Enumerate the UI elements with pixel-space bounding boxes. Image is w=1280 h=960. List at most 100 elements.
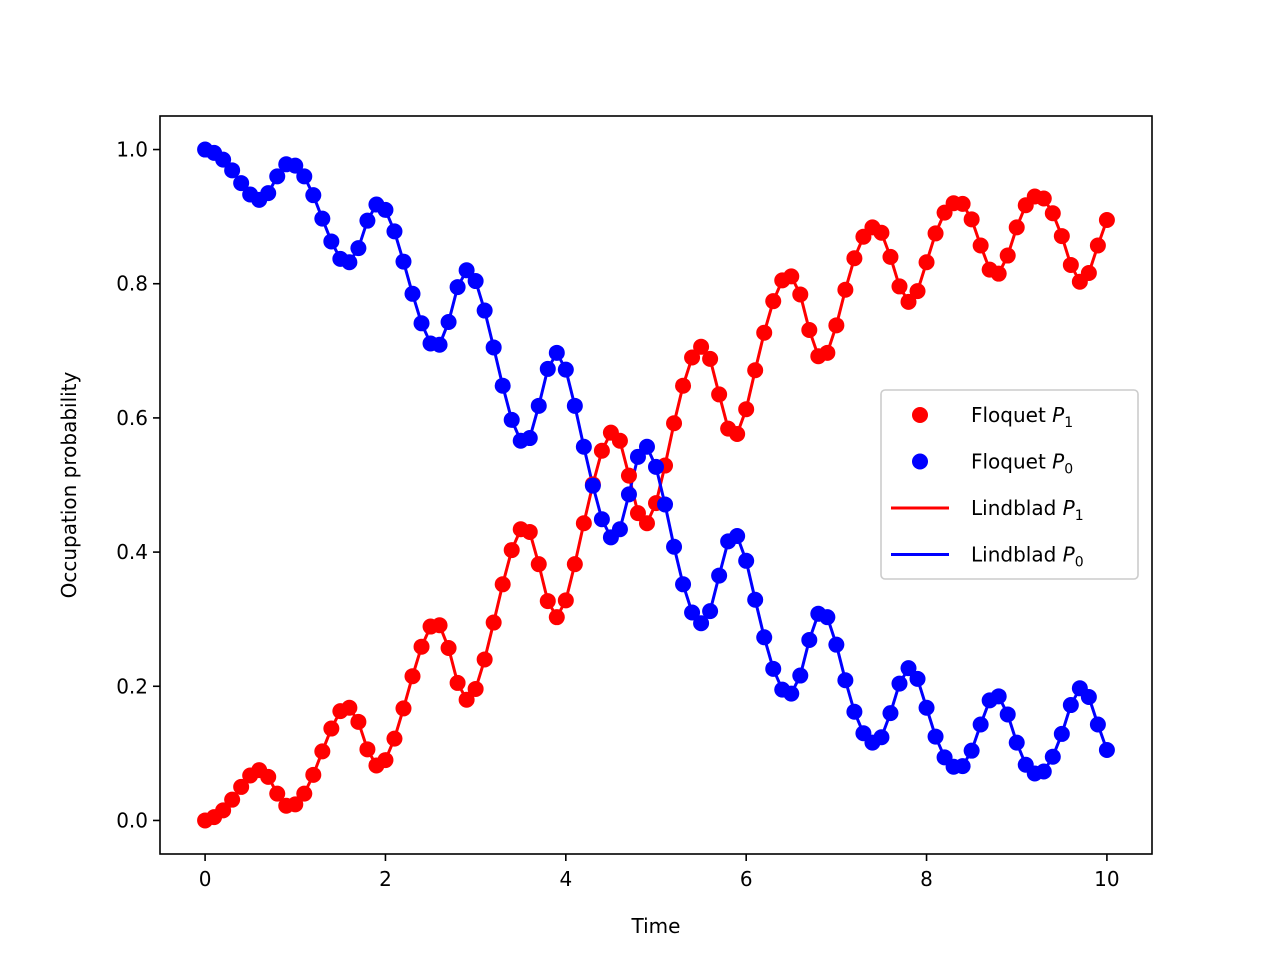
data-point-0: [1098, 211, 1115, 228]
y-tick-label: 0.0: [116, 808, 148, 832]
data-point-1: [1035, 763, 1052, 780]
data-point-0: [666, 415, 683, 432]
data-point-0: [990, 265, 1007, 282]
data-point-0: [873, 224, 890, 241]
y-tick-label: 0.4: [116, 540, 148, 564]
data-point-0: [702, 350, 719, 367]
data-point-0: [729, 426, 746, 443]
data-point-0: [611, 432, 628, 449]
data-point-0: [1089, 237, 1106, 254]
data-point-0: [792, 286, 809, 303]
data-point-0: [684, 349, 701, 366]
data-point-1: [927, 728, 944, 745]
data-point-1: [287, 157, 304, 174]
data-point-1: [828, 636, 845, 653]
data-point-1: [530, 397, 547, 414]
data-point-1: [467, 273, 484, 290]
legend-label: Lindblad P0: [971, 543, 1084, 571]
data-point-1: [485, 339, 502, 356]
data-point-1: [557, 361, 574, 378]
data-point-0: [494, 576, 511, 593]
data-point-1: [215, 151, 232, 168]
data-point-1: [593, 511, 610, 528]
data-point-1: [413, 315, 430, 332]
y-axis: 0.0 0.2 0.4 0.6 0.8 1.0: [116, 138, 160, 832]
data-point-0: [828, 317, 845, 334]
data-point-0: [404, 668, 421, 685]
data-point-1: [620, 486, 637, 503]
data-point-1: [891, 675, 908, 692]
data-point-0: [846, 250, 863, 267]
data-point-0: [765, 293, 782, 310]
data-point-1: [458, 262, 475, 279]
data-point-0: [1044, 205, 1061, 222]
data-point-1: [314, 210, 331, 227]
data-point-0: [783, 268, 800, 285]
data-point-0: [449, 674, 466, 691]
data-point-1: [260, 185, 277, 202]
data-point-0: [503, 542, 520, 559]
x-tick-label: 4: [559, 867, 572, 891]
x-tick-label: 6: [740, 867, 753, 891]
data-point-1: [1080, 689, 1097, 706]
data-point-0: [638, 515, 655, 532]
data-point-0: [413, 638, 430, 655]
plot-frame: [159, 115, 1153, 855]
data-point-0: [738, 401, 755, 418]
data-point-1: [666, 538, 683, 555]
legend-marker: [912, 407, 928, 423]
data-point-1: [972, 716, 989, 733]
data-point-0: [1008, 219, 1025, 236]
data-point-0: [954, 195, 971, 212]
data-point-0: [224, 791, 241, 808]
data-point-0: [215, 802, 232, 819]
x-tick-label: 8: [920, 867, 933, 891]
data-point-0: [1080, 264, 1097, 281]
data-point-1: [711, 567, 728, 584]
data-point-0: [837, 281, 854, 298]
data-point-0: [296, 785, 313, 802]
legend-label: Floquet P0: [971, 450, 1073, 478]
data-point-1: [963, 742, 980, 759]
data-point-0: [395, 700, 412, 717]
data-point-1: [657, 496, 674, 513]
data-point-0: [314, 743, 331, 760]
data-point-1: [702, 603, 719, 620]
data-point-0: [999, 247, 1016, 264]
data-point-1: [1089, 716, 1106, 733]
data-point-1: [305, 187, 322, 204]
data-point-1: [269, 168, 286, 185]
x-axis-label: Time: [631, 914, 681, 938]
data-point-1: [918, 699, 935, 716]
data-point-1: [954, 758, 971, 775]
data-point-1: [233, 175, 250, 192]
data-point-0: [1062, 256, 1079, 273]
data-point-1: [566, 397, 583, 414]
data-point-1: [575, 438, 592, 455]
data-point-0: [233, 778, 250, 795]
data-point-0: [377, 752, 394, 769]
data-point-0: [350, 713, 367, 730]
data-point-0: [521, 523, 538, 540]
data-point-0: [386, 730, 403, 747]
y-axis-label: Occupation probability: [57, 371, 81, 598]
data-point-0: [909, 283, 926, 300]
data-point-1: [846, 703, 863, 720]
data-point-0: [305, 766, 322, 783]
data-point-1: [440, 313, 457, 330]
data-point-1: [1053, 725, 1070, 742]
data-point-0: [431, 617, 448, 634]
data-point-1: [395, 253, 412, 270]
data-point-1: [693, 615, 710, 632]
x-tick-label: 2: [379, 867, 392, 891]
data-point-1: [819, 609, 836, 626]
data-point-1: [386, 223, 403, 240]
data-point-0: [476, 651, 493, 668]
data-point-1: [900, 660, 917, 677]
data-point-0: [900, 293, 917, 310]
data-point-1: [548, 344, 565, 361]
data-point-0: [963, 211, 980, 228]
x-axis: 0 2 4 6 8 10: [199, 854, 1120, 891]
data-point-0: [566, 556, 583, 573]
